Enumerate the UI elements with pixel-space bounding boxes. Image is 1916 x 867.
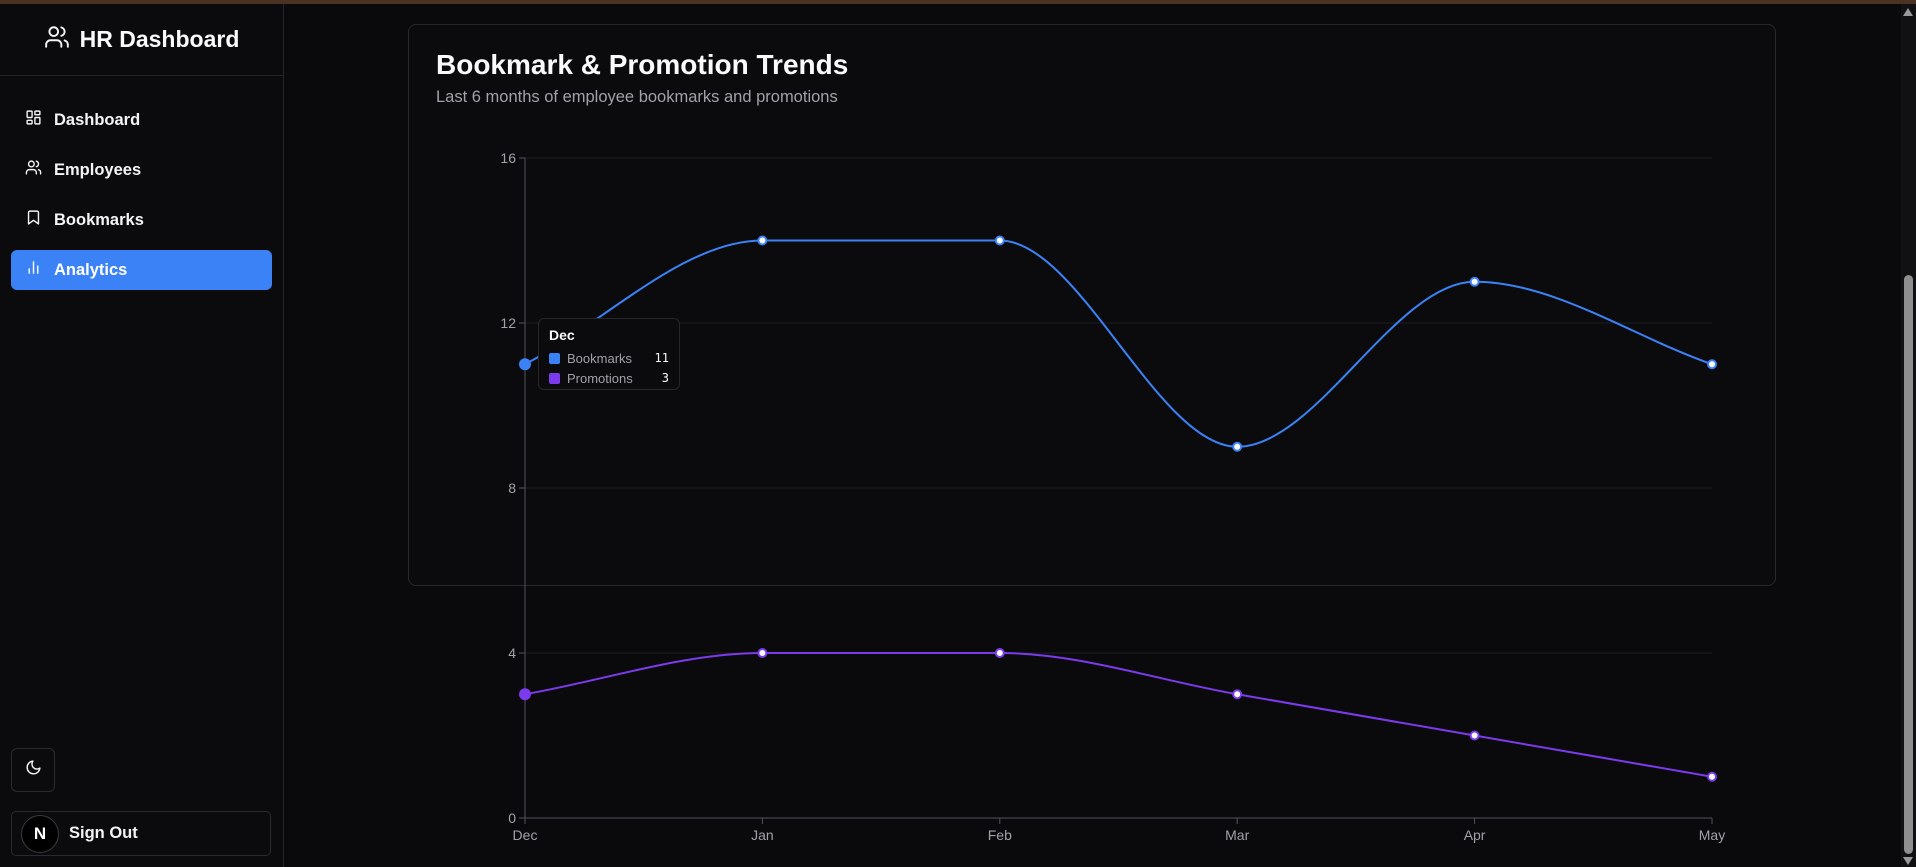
brand-header: HR Dashboard (0, 4, 283, 76)
sidebar-item-dashboard[interactable]: Dashboard (11, 100, 272, 140)
sidebar-nav: Dashboard Employees Bookmarks (0, 76, 283, 290)
sign-out-button[interactable]: N Sign Out (11, 811, 271, 856)
tooltip-label: Promotions (567, 370, 633, 386)
y-tick-label: 4 (508, 645, 516, 661)
x-tick-label: Feb (988, 827, 1012, 843)
sidebar-item-analytics[interactable]: Analytics (11, 250, 272, 290)
tooltip-label: Bookmarks (567, 350, 633, 366)
tooltip-value: 11 (654, 351, 669, 365)
data-point-active-promotions (519, 688, 531, 701)
tooltip-row-promotions: Promotions 3 (549, 368, 669, 388)
data-point-bookmarks (994, 235, 1005, 246)
card-title: Bookmark & Promotion Trends (436, 49, 849, 80)
data-point-promotions (757, 648, 768, 658)
moon-icon (25, 759, 42, 781)
scroll-down-arrow-icon[interactable] (1903, 857, 1913, 865)
sidebar-item-label: Analytics (54, 260, 128, 279)
theme-toggle-button[interactable] (11, 748, 55, 792)
data-point-promotions (1232, 689, 1243, 700)
legend-swatch-promotions (549, 372, 560, 384)
data-point-active-bookmarks (519, 358, 531, 371)
data-point-bookmarks (1707, 359, 1717, 370)
bar-chart-icon (25, 259, 42, 281)
data-point-bookmarks (1469, 276, 1480, 287)
y-tick-label: 0 (508, 810, 516, 826)
sidebar-item-label: Bookmarks (54, 210, 144, 229)
y-tick-label: 8 (508, 480, 516, 496)
users-icon (25, 159, 42, 181)
y-tick-label: 12 (500, 315, 516, 331)
sidebar: HR Dashboard Dashboard Employees (0, 4, 284, 867)
tooltip-row-bookmarks: Bookmarks 11 (549, 348, 669, 368)
x-tick-label: Jan (751, 827, 774, 843)
x-tick-label: May (1699, 827, 1725, 843)
y-tick-label: 16 (500, 150, 516, 166)
series-line-bookmarks (524, 239, 1713, 448)
tooltip-value: 3 (661, 371, 669, 385)
series-line-promotions (524, 652, 1713, 778)
legend-swatch-bookmarks (549, 352, 560, 364)
x-tick-label: Dec (513, 827, 538, 843)
window-top-border (0, 0, 1916, 4)
sign-out-label: Sign Out (69, 824, 138, 842)
scroll-up-arrow-icon[interactable] (1903, 8, 1913, 16)
sidebar-item-label: Dashboard (54, 110, 141, 129)
bookmark-icon (25, 209, 42, 231)
chart-tooltip: Dec Bookmarks 11 Promotions 3 (538, 318, 680, 390)
tooltip-title: Dec (549, 327, 575, 343)
data-point-promotions (1469, 730, 1480, 741)
data-point-bookmarks (1232, 441, 1243, 452)
data-point-promotions (1707, 771, 1717, 782)
sidebar-item-employees[interactable]: Employees (11, 150, 272, 190)
layout-dashboard-icon (25, 109, 42, 131)
sidebar-item-label: Employees (54, 160, 142, 179)
card-subtitle: Last 6 months of employee bookmarks and … (436, 88, 838, 106)
data-point-promotions (994, 648, 1005, 658)
app-title: HR Dashboard (79, 26, 240, 52)
users-icon (44, 24, 70, 55)
scrollbar-thumb[interactable] (1904, 275, 1913, 854)
trends-card: Bookmark & Promotion Trends Last 6 month… (408, 24, 1776, 586)
x-tick-label: Apr (1464, 827, 1486, 843)
sidebar-item-bookmarks[interactable]: Bookmarks (11, 200, 272, 240)
x-tick-label: Mar (1225, 827, 1249, 843)
data-point-bookmarks (757, 235, 768, 246)
avatar: N (21, 814, 59, 853)
